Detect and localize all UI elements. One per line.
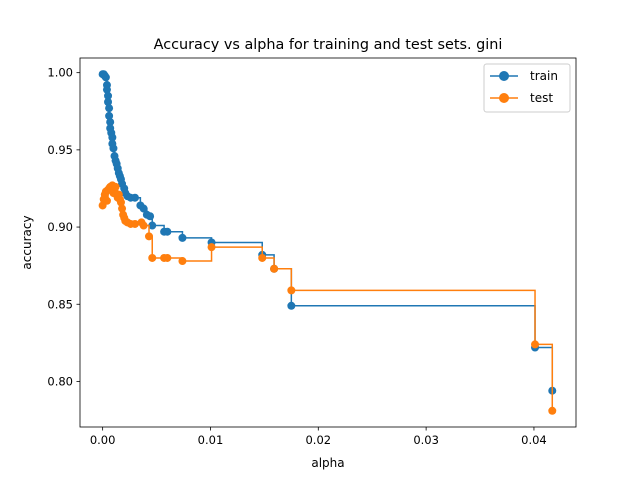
axes-frame xyxy=(79,57,577,428)
data-point-test xyxy=(111,182,120,191)
data-point-train xyxy=(146,212,155,221)
data-point-test xyxy=(102,196,111,205)
legend-label-train: train xyxy=(530,69,558,83)
y-tick-label: 0.90 xyxy=(47,220,73,234)
data-point-train xyxy=(108,133,117,142)
x-tick-label: 0.02 xyxy=(305,433,331,447)
data-point-test xyxy=(116,198,125,207)
legend-marker-test xyxy=(499,93,509,103)
data-point-test xyxy=(148,253,157,262)
data-point-train xyxy=(105,111,114,120)
data-point-train xyxy=(102,85,111,94)
data-point-train xyxy=(106,118,115,127)
axis-ticks: 0.00 0.01 0.02 0.03 0.04 0.80 0.85 0.90 0.95 1.00 xyxy=(47,66,546,447)
data-point-train xyxy=(101,73,110,82)
y-axis-label: accuracy xyxy=(20,215,34,269)
data-point-test xyxy=(207,243,216,252)
data-point-train xyxy=(139,204,148,213)
data-point-test xyxy=(130,219,139,228)
x-tick-label: 0.03 xyxy=(413,433,439,447)
y-tick-label: 0.80 xyxy=(47,374,73,388)
data-point-test xyxy=(270,264,279,273)
y-tick-label: 0.95 xyxy=(47,143,73,157)
chart-title: Accuracy vs alpha for training and test … xyxy=(154,37,503,53)
data-point-test xyxy=(531,340,540,349)
y-tick-label: 1.00 xyxy=(47,66,73,80)
data-point-train xyxy=(105,104,114,113)
data-point-train xyxy=(104,91,113,100)
data-point-train xyxy=(148,221,157,230)
x-tick-label: 0.04 xyxy=(521,433,547,447)
y-tick-label: 0.85 xyxy=(47,297,73,311)
legend-label-test: test xyxy=(530,91,553,105)
x-axis-label: alpha xyxy=(311,456,344,470)
data-point-test xyxy=(258,253,267,262)
plot-area xyxy=(98,70,557,415)
data-point-train xyxy=(104,98,113,106)
data-point-test xyxy=(287,286,296,295)
x-tick-label: 0.00 xyxy=(90,433,116,447)
data-point-test xyxy=(139,221,148,230)
data-point-test xyxy=(178,257,187,266)
data-point-train xyxy=(109,144,118,153)
data-point-train xyxy=(287,301,296,310)
data-point-train xyxy=(130,193,139,202)
data-point-test xyxy=(145,232,154,241)
legend-marker-train xyxy=(499,71,509,81)
data-point-test xyxy=(548,406,557,415)
legend: train test xyxy=(483,63,571,113)
x-tick-label: 0.01 xyxy=(198,433,224,447)
data-point-test xyxy=(118,204,127,213)
data-point-train xyxy=(163,227,172,236)
data-point-train xyxy=(178,233,187,242)
data-point-test xyxy=(163,253,172,262)
